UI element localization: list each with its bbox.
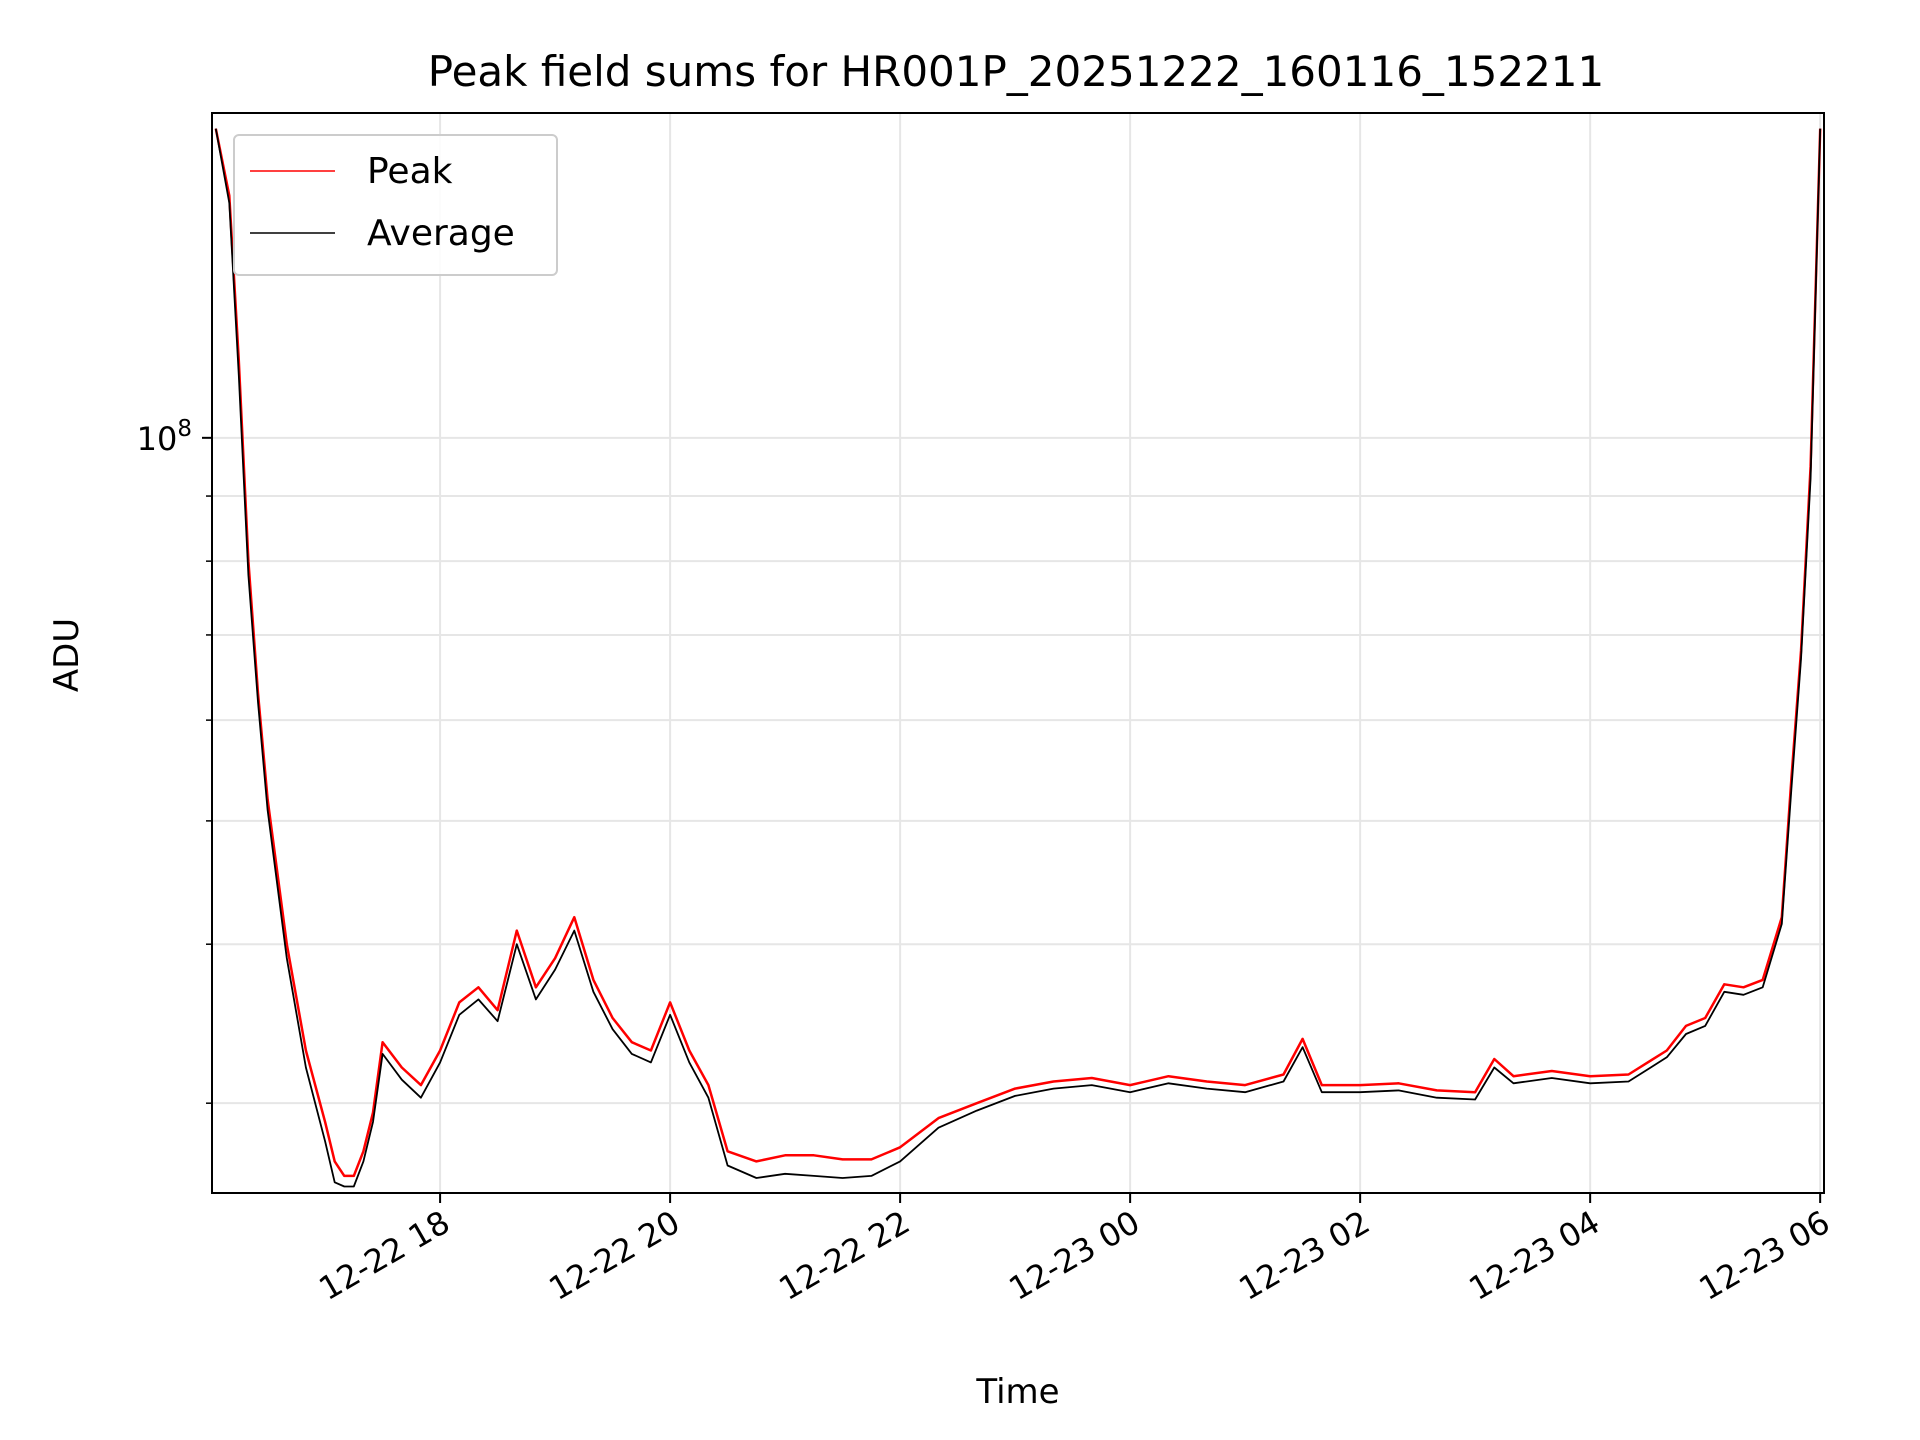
gridlines xyxy=(212,113,1824,1193)
y-axis-label: ADU xyxy=(47,618,87,692)
legend: Peak Average xyxy=(233,134,558,276)
peak-series-line xyxy=(214,128,1822,1178)
series-lines xyxy=(214,128,1822,1188)
plot-frame xyxy=(211,112,1825,1194)
x-axis-label: Time xyxy=(975,1372,1059,1412)
y-axis-ticks: 108 xyxy=(137,416,212,1104)
average-series-line xyxy=(214,128,1822,1188)
legend-box xyxy=(233,134,558,276)
chart-title: Peak field sums for HR001P_20251222_1601… xyxy=(428,47,1605,96)
legend-average-label: Average xyxy=(367,213,515,254)
legend-peak-label: Peak xyxy=(367,151,453,192)
y-tick-label: 108 xyxy=(137,416,192,458)
